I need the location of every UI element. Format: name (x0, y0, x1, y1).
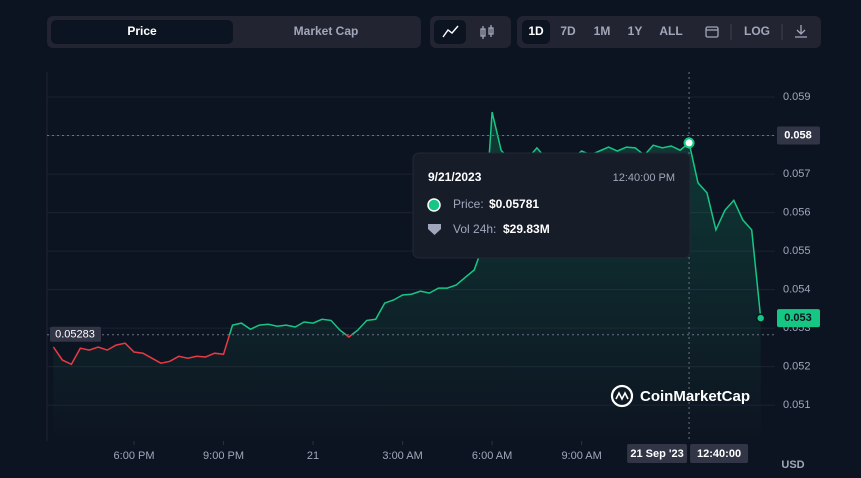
candle-icon[interactable] (480, 25, 494, 39)
logo-mark (615, 391, 629, 401)
x-tick-label: 9:00 AM (561, 450, 601, 462)
y-tick-label: 0.051 (783, 399, 811, 411)
last-label-box (777, 309, 820, 328)
volume-icon (428, 224, 441, 235)
y-tick-label: 0.052 (783, 361, 811, 373)
x-tick-label: 6:00 AM (472, 450, 512, 462)
tab[interactable]: Market Cap (294, 24, 359, 38)
crosshair-date-box (627, 444, 688, 463)
last-point (755, 313, 766, 323)
crosshair-time-box (690, 444, 749, 463)
log-toggle[interactable]: LOG (744, 24, 770, 38)
watermark: CoinMarketCap (640, 388, 750, 405)
tab[interactable]: Price (127, 24, 157, 38)
x-tick-label: 3:00 AM (382, 450, 422, 462)
download-icon[interactable] (795, 25, 807, 38)
range[interactable]: 1Y (628, 24, 643, 38)
hover-point (683, 137, 695, 149)
y-tick-label: 0.054 (783, 284, 811, 296)
x-tick-label: 6:00 PM (114, 450, 155, 462)
price-dot (427, 198, 441, 212)
x-tick-label: 9:00 PM (203, 450, 244, 462)
tooltip-time: 12:40:00 PM (613, 172, 675, 184)
tooltip-price: $0.05781 (489, 197, 539, 211)
y-tick-label: 0.059 (783, 91, 811, 103)
logo-ring (610, 384, 634, 408)
tooltip-volume-label: Vol 24h: (453, 222, 496, 236)
plot: 0.051 0.052 0.053 0.054 0.055 0.056 0.057 0.058… (46, 72, 820, 471)
range[interactable]: 7D (560, 24, 576, 38)
unit-label: USD (781, 459, 804, 471)
y-tick-label: 0.055 (783, 245, 811, 257)
range[interactable]: ALL (659, 24, 682, 38)
range-active[interactable] (522, 20, 550, 44)
crosshair-y-box (777, 126, 820, 145)
tooltip (412, 152, 691, 259)
y-tick-label: 0.057 (783, 168, 811, 180)
x-tick-label: 21 (307, 450, 319, 462)
baseline-label-box (50, 326, 101, 342)
crosshair-date: 21 Sep '23 (630, 448, 683, 460)
tooltip-price-label: Price: (453, 197, 484, 211)
range[interactable]: 1D (528, 24, 544, 38)
last-label: 0.053 (784, 312, 812, 324)
y-tick-label: 0.056 (783, 206, 811, 218)
range[interactable]: 1M (594, 24, 611, 38)
line-icon (442, 25, 459, 38)
range-group (517, 16, 821, 48)
crosshair-time: 12:40:00 (697, 448, 741, 460)
tooltip-date: 9/21/2023 (428, 170, 482, 184)
crosshair-y-label: 0.058 (784, 129, 812, 141)
calendar-icon[interactable] (705, 26, 719, 38)
tab-active[interactable] (51, 20, 233, 44)
baseline-label: 0.05283 (55, 329, 95, 341)
tooltip-volume: $29.83M (503, 222, 550, 236)
